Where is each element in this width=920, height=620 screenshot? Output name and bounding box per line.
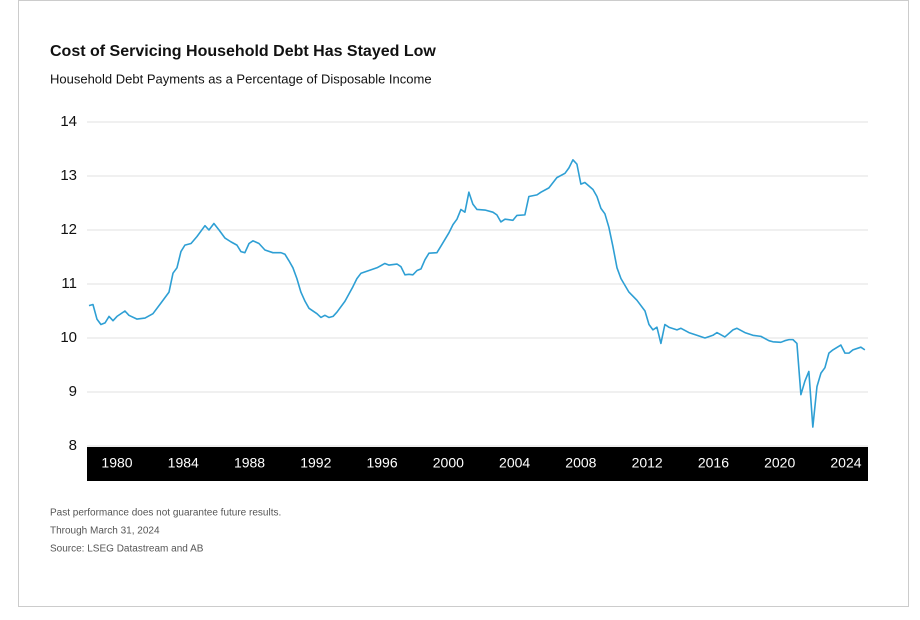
y-tick-label: 14	[60, 113, 77, 130]
y-tick-label: 8	[69, 437, 77, 454]
y-tick-label: 10	[60, 329, 77, 346]
footnote: Past performance does not guarantee futu…	[50, 508, 281, 519]
line	[88, 159, 866, 428]
x-tick-label: 2004	[499, 455, 530, 471]
x-tick-label: 1992	[300, 455, 331, 471]
x-tick-label: 2000	[433, 455, 464, 471]
chart-title: Cost of Servicing Household Debt Has Sta…	[50, 43, 436, 60]
y-tick-label: 12	[60, 221, 77, 238]
x-tick-label: 2020	[764, 455, 795, 471]
x-tick-label: 1988	[234, 455, 265, 471]
footnote: Source: LSEG Datastream and AB	[50, 544, 204, 555]
frame	[18, 0, 909, 607]
x-tick-label: 2012	[632, 455, 663, 471]
x-tick-label: 1984	[168, 455, 199, 471]
footnote: Through March 31, 2024	[50, 526, 160, 537]
x-axis-band	[87, 447, 868, 481]
x-tick-label: 2024	[830, 455, 861, 471]
y-tick-label: 11	[61, 275, 77, 292]
x-tick-label: 1996	[366, 455, 397, 471]
chart-subtitle: Household Debt Payments as a Percentage …	[50, 71, 432, 86]
x-tick-label: 1980	[101, 455, 132, 471]
x-tick-label: 2016	[698, 455, 729, 471]
y-tick-label: 9	[69, 383, 77, 400]
x-tick-label: 2008	[565, 455, 596, 471]
y-tick-label: 13	[60, 167, 77, 184]
